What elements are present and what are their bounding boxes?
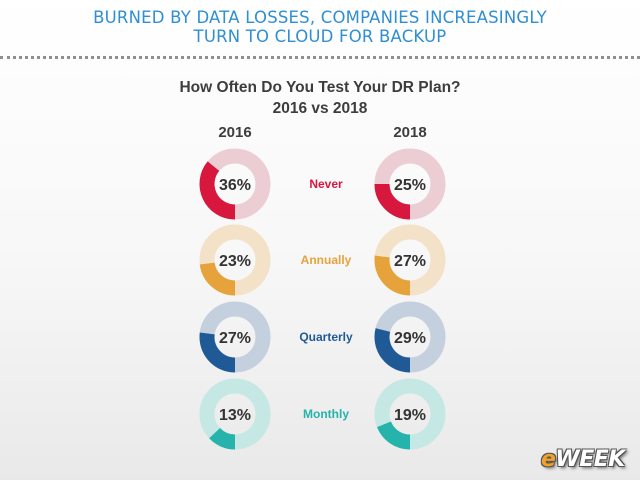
donut-arc-monthly-2018 xyxy=(376,421,411,450)
percent-label-annually-2016: 23% xyxy=(219,253,251,270)
year-label-2016: 2016 xyxy=(218,124,251,141)
percent-label-monthly-2018: 19% xyxy=(394,407,426,424)
percent-label-quarterly-2018: 29% xyxy=(394,330,426,347)
donut-arc-quarterly-2018 xyxy=(374,328,411,373)
category-label-monthly: Monthly xyxy=(303,407,349,421)
donut-arc-monthly-2016 xyxy=(209,427,236,450)
chart-title-block: How Often Do You Test Your DR Plan? 2016… xyxy=(0,77,640,119)
category-label-never: Never xyxy=(309,177,343,191)
dotted-divider xyxy=(0,56,640,59)
donut-arc-never-2018 xyxy=(374,183,411,220)
category-label-quarterly: Quarterly xyxy=(299,330,353,344)
slide-title-line-2: TURN TO CLOUD FOR BACKUP xyxy=(193,27,447,46)
percent-label-quarterly-2016: 27% xyxy=(219,330,251,347)
donut-arc-annually-2016 xyxy=(199,262,236,296)
chart-subtitle: 2016 vs 2018 xyxy=(272,100,368,117)
donut-arc-never-2016 xyxy=(199,161,236,220)
eweek-logo: e WEEK xyxy=(541,444,625,474)
percent-label-never-2018: 25% xyxy=(394,177,426,194)
year-label-2018: 2018 xyxy=(393,124,426,141)
percent-label-never-2016: 36% xyxy=(219,177,251,194)
logo-week-text: WEEK xyxy=(555,446,625,472)
percent-label-annually-2018: 27% xyxy=(394,253,426,270)
percent-label-monthly-2016: 13% xyxy=(219,407,251,424)
logo-e-letter: e xyxy=(541,446,556,472)
donut-arc-quarterly-2016 xyxy=(199,332,236,373)
chart-title: How Often Do You Test Your DR Plan? xyxy=(179,79,461,96)
slide-title-line-1: BURNED BY DATA LOSSES, COMPANIES INCREAS… xyxy=(93,8,547,27)
donut-arc-annually-2018 xyxy=(374,255,411,296)
category-label-annually: Annually xyxy=(301,253,352,267)
slide-title: BURNED BY DATA LOSSES, COMPANIES INCREAS… xyxy=(0,8,640,46)
